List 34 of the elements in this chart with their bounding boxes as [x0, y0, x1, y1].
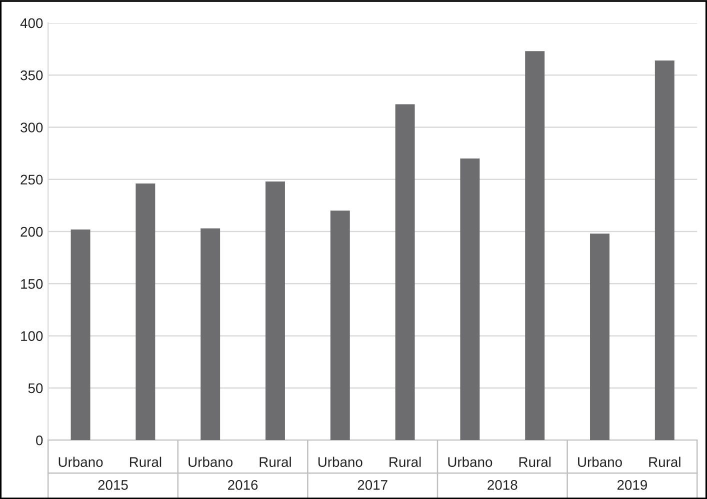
- y-tick-label: 200: [20, 226, 43, 237]
- x-tick-label: Urbano: [188, 456, 233, 467]
- bar: [266, 181, 285, 440]
- text: 2019: [617, 480, 647, 490]
- bar: [654, 60, 674, 440]
- bar: [525, 51, 545, 440]
- y-tick-label: 0: [36, 435, 43, 446]
- y-tick-label: 350: [20, 70, 43, 80]
- y-tick-label: 250: [20, 174, 43, 185]
- text: 2015: [98, 480, 128, 490]
- y-tick-label: 300: [20, 122, 43, 132]
- bar: [136, 184, 156, 440]
- bar: [330, 210, 350, 440]
- x-tick-label: Urbano: [578, 456, 622, 467]
- x-tick-label: Rural: [649, 456, 680, 467]
- text: 2017: [358, 480, 388, 490]
- x-tick-label: Rural: [390, 456, 421, 467]
- x-tick-label: Urbano: [58, 456, 103, 467]
- text: 2016: [228, 480, 258, 490]
- bar: [70, 229, 90, 440]
- text: 2018: [488, 480, 518, 490]
- y-tick-label: 400: [20, 18, 43, 28]
- x-tick-label: Urbano: [318, 456, 362, 467]
- y-tick-label: 150: [21, 279, 43, 289]
- y-tick-label: 50: [28, 383, 43, 394]
- x-tick-label: Rural: [130, 456, 162, 467]
- bar: [590, 234, 610, 440]
- y-tick-label: 100: [21, 331, 43, 341]
- bar: [460, 158, 480, 440]
- x-tick-label: Urbano: [448, 456, 492, 467]
- x-tick-label: Rural: [260, 456, 291, 467]
- bar: [200, 228, 220, 440]
- x-tick-label: Rural: [519, 456, 551, 467]
- bar: [395, 104, 415, 440]
